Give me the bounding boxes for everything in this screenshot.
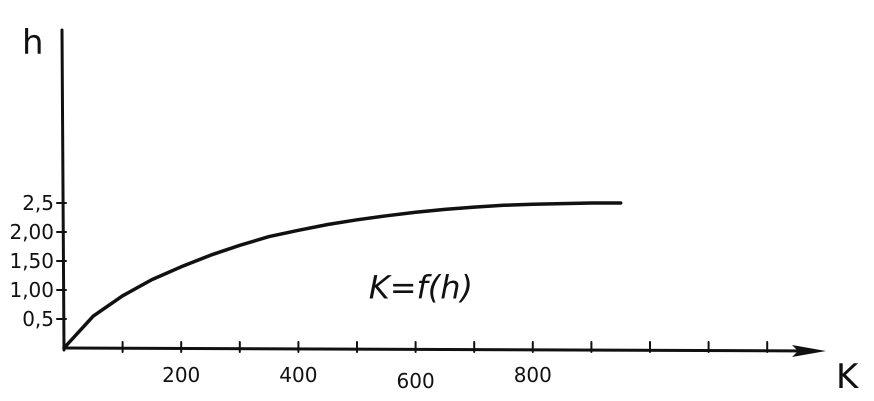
- x-tick-label: 400: [279, 363, 317, 387]
- y-tick-label: 2,00: [9, 220, 54, 244]
- y-tick-label: 1,00: [9, 278, 54, 302]
- y-tick-label: 1,50: [9, 249, 54, 273]
- y-tick-label: 2,5: [22, 191, 54, 215]
- y-axis-line: [60, 28, 66, 352]
- series-layer: [62, 201, 623, 350]
- axes: [60, 28, 826, 357]
- formula-annotation: K=f(h): [369, 269, 473, 307]
- series-curve: [62, 201, 623, 350]
- x-axis-line: [62, 346, 816, 353]
- x-tick-label: 600: [397, 369, 435, 393]
- y-tick-label: 0,5: [22, 307, 54, 331]
- axis-ticks: 0,5 1,00 1,50 2,00 2,5 200 400 600 800: [9, 191, 769, 393]
- x-tick-label: 800: [514, 363, 552, 387]
- x-axis-arrowhead: [792, 345, 826, 357]
- y-axis-label: h: [22, 23, 44, 63]
- x-tick-label: 200: [162, 363, 200, 387]
- x-axis-label: K: [836, 357, 860, 397]
- labels-layer: h K K=f(h): [22, 23, 860, 397]
